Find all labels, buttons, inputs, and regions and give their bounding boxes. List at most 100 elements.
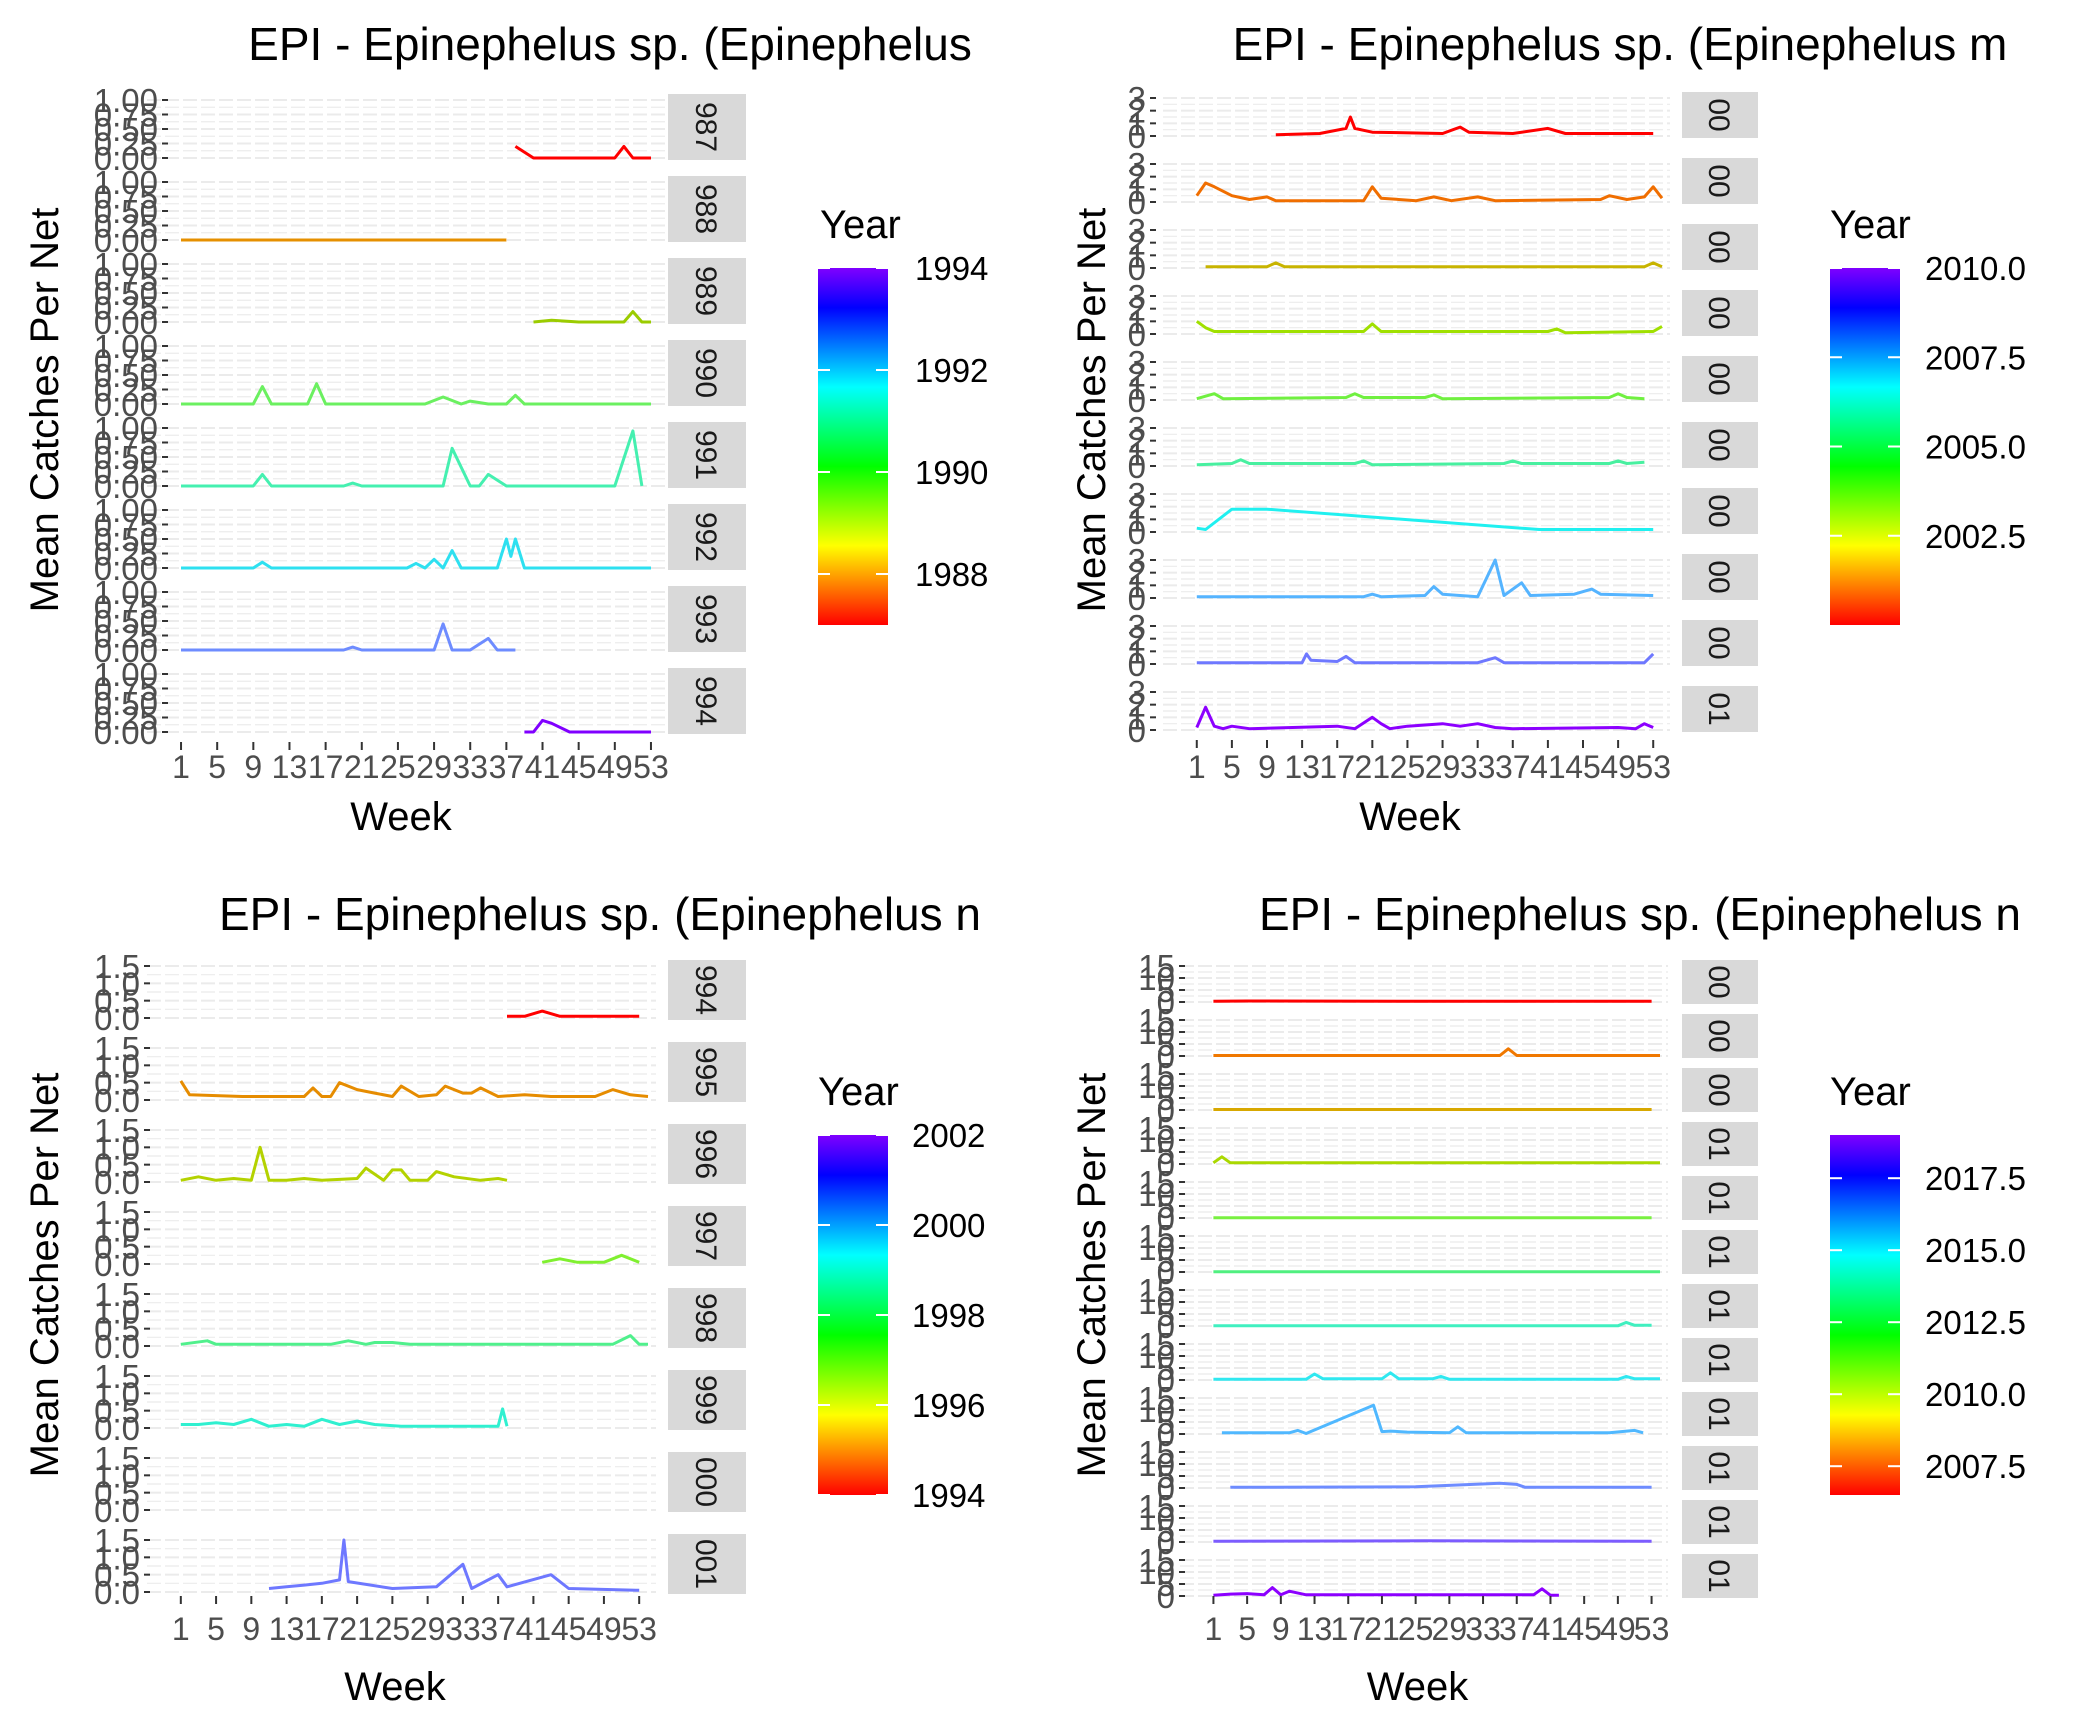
- y-tick-label: 0.25: [94, 290, 158, 327]
- y-tick-label: 0: [1157, 1470, 1175, 1507]
- facet-strip: [1682, 488, 1758, 534]
- x-axis-label: Week: [1367, 1665, 1470, 1709]
- y-tick-label: 0: [1128, 712, 1146, 749]
- facet-panel-6: 0.000.250.500.751.00 992: [94, 492, 746, 587]
- x-axis-label: Week: [350, 795, 453, 839]
- y-tick-label: 0.25: [94, 208, 158, 245]
- series-line-2008: [1196, 652, 1655, 665]
- facet-strip: [1682, 1176, 1758, 1220]
- x-tick-label: 5: [1223, 749, 1241, 785]
- x-tick-label: 25: [380, 749, 416, 785]
- facet-strip-label: 00: [1702, 626, 1735, 659]
- x-tick-label: 29: [1432, 1611, 1468, 1647]
- x-tick-label: 41: [1533, 1611, 1569, 1647]
- facet-strip-label: 000: [689, 1457, 722, 1507]
- facet-strip: [668, 1042, 746, 1102]
- y-tick-label: 1.5: [94, 1112, 140, 1149]
- y-tick-label: 5: [1157, 1134, 1175, 1171]
- facet-strip-label: 991: [689, 430, 722, 480]
- facet-strip-label: 01: [1702, 1235, 1735, 1268]
- y-tick-label: 1.5: [94, 1440, 140, 1477]
- y-tick-label: 0.5: [94, 1475, 140, 1512]
- facet-strip-label: 01: [1702, 1451, 1735, 1484]
- facet-strip: [1682, 1500, 1758, 1544]
- y-tick-label: 3: [1128, 542, 1146, 579]
- x-tick-label: 29: [410, 1611, 446, 1647]
- chart-4: EPI - Epinephelus sp. (Epinephelus n Mean…: [1070, 888, 2026, 1709]
- y-tick-label: 2: [1128, 555, 1146, 592]
- y-tick-label: 1: [1128, 369, 1146, 406]
- y-tick-label: 0.75: [94, 507, 158, 544]
- x-tick-label: 1: [172, 749, 190, 785]
- facet-strip: [668, 504, 746, 570]
- x-tick-label: 33: [1465, 1611, 1501, 1647]
- y-axis-label: Mean Catches Per Net: [1070, 1073, 1114, 1478]
- y-tick-label: 1.00: [94, 574, 158, 611]
- y-tick-label: 15: [1138, 1542, 1175, 1579]
- x-tick-label: 45: [1565, 749, 1601, 785]
- series-line-2004: [1196, 392, 1645, 401]
- x-tick-label: 49: [1600, 1611, 1636, 1647]
- y-tick-label: 2: [1128, 291, 1146, 328]
- y-tick-label: 3: [1128, 278, 1146, 315]
- y-tick-label: 0.25: [94, 126, 158, 163]
- facet-strip: [1682, 1338, 1758, 1382]
- y-tick-label: 10: [1138, 1500, 1175, 1537]
- legend-label: 1988: [915, 556, 988, 593]
- y-tick-label: 3: [1128, 674, 1146, 711]
- x-tick-label: 1: [1188, 749, 1206, 785]
- y-tick-label: 2: [1128, 225, 1146, 262]
- legend-label: 1998: [912, 1297, 985, 1334]
- facet-strip: [1682, 960, 1758, 1004]
- y-tick-label: 5: [1157, 1242, 1175, 1279]
- facet-strip: [1682, 554, 1758, 600]
- y-tick-label: 10: [1138, 1176, 1175, 1213]
- facet-strip-label: 989: [689, 266, 722, 316]
- x-tick-label: 45: [561, 749, 597, 785]
- x-tick-label: 9: [1258, 749, 1276, 785]
- x-tick-label: 17: [1330, 1611, 1366, 1647]
- facet-strip: [1682, 1392, 1758, 1436]
- series-line-1994: [507, 1009, 640, 1018]
- y-tick-label: 1.5: [94, 1522, 140, 1559]
- facet-strip: [1682, 1230, 1758, 1274]
- y-tick-label: 2: [1128, 93, 1146, 130]
- series-line-2006: [1196, 507, 1654, 531]
- series-line-1998: [180, 1334, 648, 1346]
- y-tick-label: 5: [1157, 1080, 1175, 1117]
- legend-label: 2000: [912, 1207, 985, 1244]
- y-tick-label: 0: [1157, 1038, 1175, 1075]
- facet-strip: [1682, 158, 1758, 204]
- y-tick-label: 0.75: [94, 671, 158, 708]
- series-line-2002: [1205, 261, 1663, 269]
- legend-label: 2010.0: [1925, 1376, 2026, 1413]
- y-tick-label: 0.0: [94, 1164, 140, 1201]
- y-tick-label: 0.00: [94, 140, 158, 177]
- series-line-2010: [1212, 1155, 1660, 1165]
- legend-label: 2007.5: [1925, 339, 2026, 376]
- facet-strip-label: 00: [1702, 362, 1735, 395]
- x-tick-label: 41: [516, 1611, 552, 1647]
- x-tick-label: 13: [1284, 749, 1320, 785]
- facet-panel-1: 0.00.51.01.5 994: [94, 948, 746, 1037]
- y-tick-label: 15: [1138, 1380, 1175, 1417]
- facet-strip-label: 01: [1702, 1181, 1735, 1214]
- y-tick-label: 10: [1138, 960, 1175, 997]
- legend-label: 1996: [912, 1387, 985, 1424]
- x-tick-label: 37: [1495, 749, 1531, 785]
- y-tick-label: 1.00: [94, 82, 158, 119]
- facet-strip-label: 992: [689, 512, 722, 562]
- series-line-2009: [1195, 705, 1654, 731]
- facet-strip: [1682, 290, 1758, 336]
- y-tick-label: 0: [1128, 448, 1146, 485]
- facet-strip: [1682, 422, 1758, 468]
- y-tick-label: 2: [1128, 159, 1146, 196]
- y-tick-label: 5: [1157, 1296, 1175, 1333]
- series-line-2017: [1213, 1539, 1652, 1543]
- y-tick-label: 1.5: [94, 1276, 140, 1313]
